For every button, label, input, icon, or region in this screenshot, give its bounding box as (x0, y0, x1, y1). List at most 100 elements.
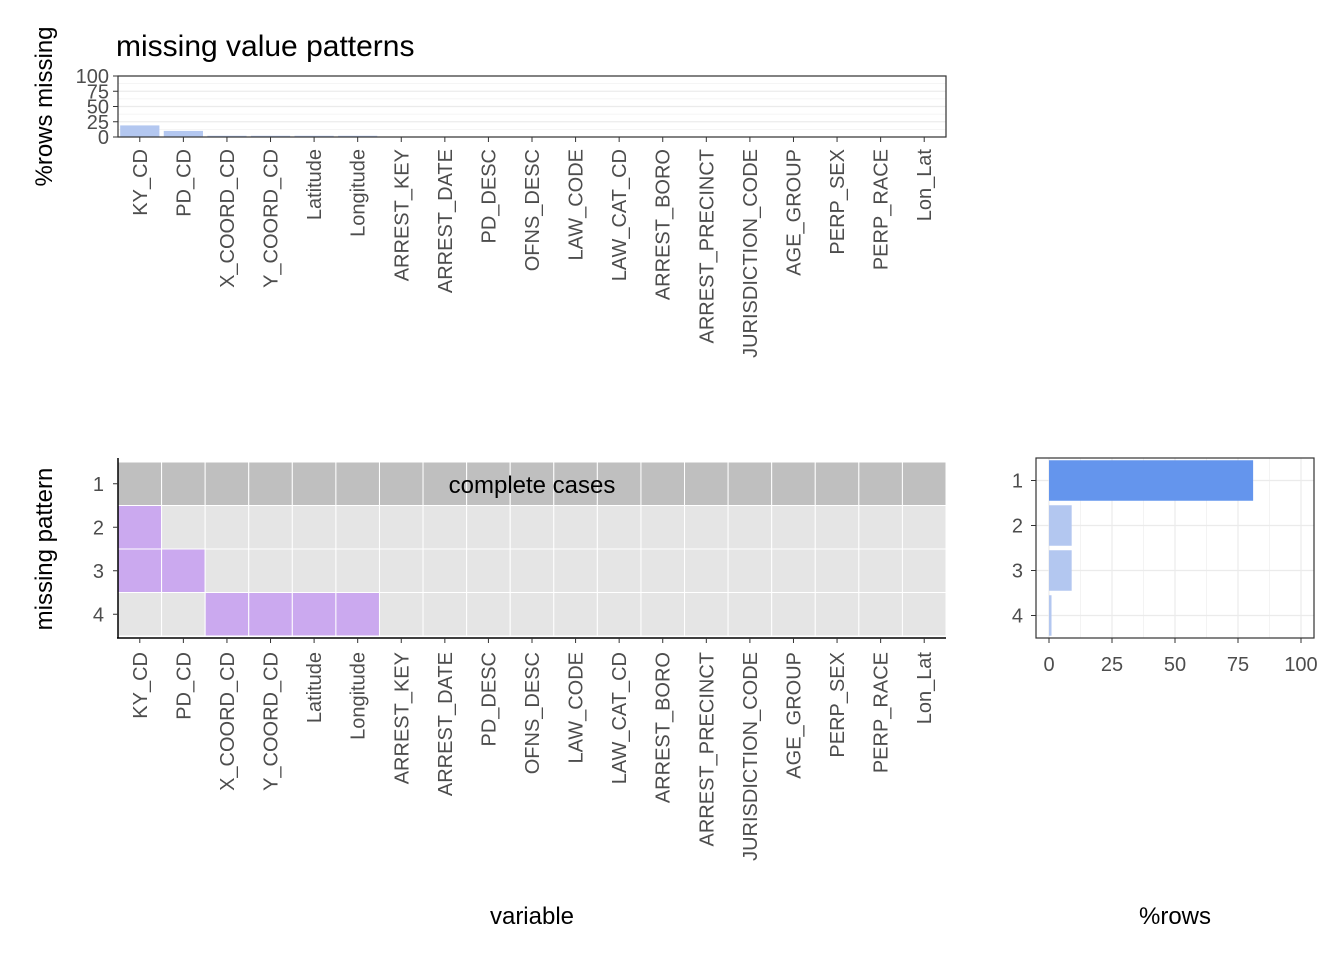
pattern-cell (117, 461, 163, 506)
pattern-cell (640, 505, 686, 550)
pattern-cell (161, 592, 206, 637)
pattern-cell (422, 592, 468, 637)
heatmap-x-tick-label: JURISDICTION_CODE (740, 652, 762, 861)
heatmap-x-tick-label: KY_CD (130, 652, 152, 719)
pattern-cell (378, 548, 424, 593)
pattern-cell (291, 548, 337, 593)
pattern-cell (553, 505, 598, 550)
heatmap-x-tick-label: Lon_Lat (914, 652, 936, 725)
top-x-tick-label: Y_COORD_CD (261, 149, 283, 288)
right-x-tick-label: 25 (1101, 654, 1123, 676)
pattern-cell (727, 592, 773, 637)
pattern-cell (204, 592, 250, 637)
pattern-cell (204, 505, 250, 550)
complete-cases-label: complete cases (449, 472, 616, 499)
pattern-cell (727, 461, 773, 506)
right-y-tick-label: 4 (1012, 606, 1023, 628)
top-x-tick-label: AGE_GROUP (783, 149, 805, 276)
top-bar (294, 135, 334, 137)
pattern-cell (509, 548, 555, 593)
pattern-cell (814, 548, 860, 593)
row-percent-panel: 1 2 3 4 0 25 50 75 100 %rows (1012, 457, 1318, 930)
heatmap-y-tick-label: 4 (93, 604, 104, 626)
row-percent-bar (1049, 595, 1052, 636)
heatmap-x-tick-label: LAW_CAT_CD (609, 652, 631, 784)
top-bar (338, 135, 378, 137)
pattern-cell (466, 461, 511, 506)
row-percent-bar (1049, 550, 1072, 591)
pattern-cell (335, 548, 380, 593)
top-x-tick-label: Lon_Lat (914, 149, 936, 222)
pattern-cell (291, 461, 337, 506)
pattern-cell (640, 461, 686, 506)
right-x-tick-label: 50 (1164, 654, 1186, 676)
top-y-tick-label: 50 (87, 97, 109, 119)
right-x-tick-label: 0 (1043, 654, 1054, 676)
pattern-cell (771, 505, 816, 550)
pattern-cell (858, 461, 903, 506)
right-y-tick-label: 3 (1012, 561, 1023, 583)
top-x-tick-label: LAW_CODE (566, 149, 588, 261)
heatmap-x-tick-label: OFNS_DESC (522, 652, 544, 774)
heatmap-x-tick-label: ARREST_BORO (653, 652, 675, 803)
pattern-cell (684, 548, 729, 593)
pattern-cell (117, 592, 163, 637)
pattern-cell (901, 461, 947, 506)
top-x-tick-label: Longitude (348, 149, 370, 237)
top-x-tick-label: ARREST_KEY (391, 149, 413, 281)
top-bar (120, 125, 160, 137)
pattern-cell (901, 592, 947, 637)
row-percent-bar (1049, 505, 1072, 546)
pattern-cell (771, 461, 816, 506)
pattern-cell (204, 548, 250, 593)
pattern-cell (291, 592, 337, 637)
pattern-cell (378, 461, 424, 506)
right-x-axis-title: %rows (1139, 903, 1211, 930)
pattern-cell (640, 592, 686, 637)
heatmap-x-tick-label: PERP_RACE (871, 652, 893, 773)
pattern-cell (378, 592, 424, 637)
pattern-cell (771, 548, 816, 593)
heatmap-y-axis-title: missing pattern (31, 468, 58, 631)
pattern-cell (248, 461, 293, 506)
pattern-cell (553, 461, 598, 506)
heatmap-x-tick-label: ARREST_PRECINCT (696, 652, 718, 846)
pattern-cell (378, 505, 424, 550)
pattern-cell (161, 461, 206, 506)
pattern-cell (814, 505, 860, 550)
right-y-tick-label: 1 (1012, 471, 1023, 493)
top-x-tick-label: JURISDICTION_CODE (740, 149, 762, 358)
pattern-cell (727, 548, 773, 593)
pattern-cell (727, 505, 773, 550)
top-x-tick-label: ARREST_DATE (435, 149, 457, 293)
heatmap-y-tick-label: 3 (93, 561, 104, 583)
heatmap-x-tick-label: Latitude (304, 652, 326, 723)
heatmap-x-axis-title: variable (490, 903, 574, 930)
heatmap-x-tick-label: PD_CD (173, 652, 195, 720)
top-x-tick-label: Latitude (304, 149, 326, 220)
pattern-cell (596, 548, 642, 593)
pattern-cell (117, 548, 163, 593)
top-x-tick-label: OFNS_DESC (522, 149, 544, 271)
top-x-tick-label: ARREST_PRECINCT (696, 149, 718, 343)
pattern-cell (466, 505, 511, 550)
top-y-tick-label: 75 (87, 81, 109, 103)
right-x-tick-label: 100 (1284, 654, 1317, 676)
pattern-cell (640, 548, 686, 593)
top-x-tick-label: X_COORD_CD (217, 149, 239, 288)
heatmap-x-tick-label: ARREST_DATE (435, 652, 457, 796)
pattern-cell (814, 592, 860, 637)
pattern-cell (335, 461, 380, 506)
pattern-cell (553, 592, 598, 637)
heatmap-x-tick-label: PD_DESC (478, 652, 500, 746)
top-y-tick-label: 0 (98, 127, 109, 149)
top-x-tick-label: ARREST_BORO (653, 149, 675, 300)
row-percent-bar (1049, 460, 1254, 501)
pattern-cell (553, 548, 598, 593)
chart-title: missing value patterns (116, 30, 414, 63)
top-x-tick-label: PERP_RACE (871, 149, 893, 270)
pattern-cell (335, 592, 380, 637)
pattern-cell (684, 505, 729, 550)
